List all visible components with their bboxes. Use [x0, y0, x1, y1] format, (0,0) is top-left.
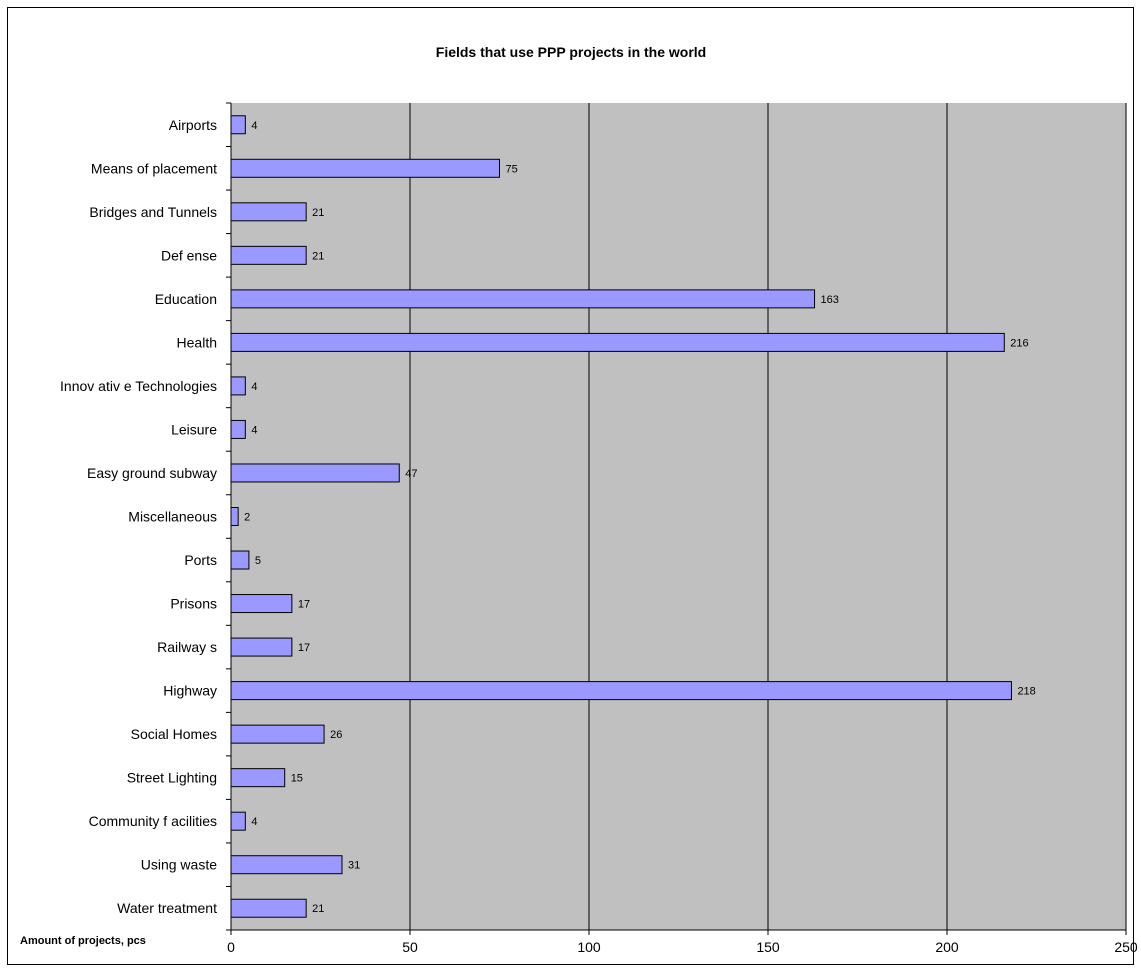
bar	[230, 158, 500, 178]
data-label: 17	[298, 599, 310, 611]
category-label: Easy ground subway	[87, 465, 217, 481]
x-axis-title: Amount of projects, pcs	[20, 935, 146, 947]
bar	[230, 594, 293, 614]
category-label: Miscellaneous	[128, 509, 217, 525]
category-label: Community f acilities	[89, 813, 217, 829]
data-label: 5	[255, 555, 261, 567]
data-label: 26	[330, 729, 342, 741]
bar	[230, 289, 816, 309]
bar	[230, 550, 250, 570]
bar	[230, 637, 293, 657]
category-label: Def ense	[161, 247, 217, 263]
bar	[230, 419, 246, 439]
category-label: Prisons	[170, 596, 217, 612]
data-label: 21	[312, 250, 324, 262]
data-label: 4	[251, 120, 257, 132]
x-tick-label: 200	[935, 939, 959, 955]
data-label: 21	[312, 207, 324, 219]
category-label: Means of placement	[91, 160, 217, 176]
category-label: Innov ativ e Technologies	[60, 378, 217, 394]
bar	[230, 463, 400, 483]
category-label: Leisure	[171, 421, 217, 437]
plot-area: 0 50 100 150 200 250 Airports 4 Means of placeme…	[60, 102, 1138, 955]
bar	[230, 376, 246, 396]
category-label: Bridges and Tunnels	[89, 204, 217, 220]
category-label: Street Lighting	[127, 770, 217, 786]
bar	[230, 811, 246, 831]
x-tick-label: 150	[756, 939, 780, 955]
category-label: Social Homes	[131, 726, 217, 742]
data-label: 17	[298, 642, 310, 654]
bar	[230, 898, 307, 918]
category-label: Railway s	[157, 639, 217, 655]
bar	[230, 507, 239, 526]
bar	[230, 202, 307, 222]
category-label: Highway	[163, 683, 217, 699]
x-tick-label: 0	[227, 939, 235, 955]
data-label: 2	[244, 512, 250, 524]
x-tick-label: 50	[402, 939, 418, 955]
x-tick-label: 100	[577, 939, 601, 955]
data-label: 75	[506, 163, 518, 175]
category-label: Ports	[184, 552, 217, 568]
bar	[230, 681, 1012, 701]
bar	[230, 855, 343, 875]
data-label: 31	[348, 860, 360, 872]
bar	[230, 768, 286, 788]
chart-title: Fields that use PPP projects in the worl…	[436, 44, 706, 60]
data-label: 218	[1017, 686, 1035, 698]
data-label: 4	[251, 381, 257, 393]
category-label: Health	[177, 334, 217, 350]
x-tick-label: 250	[1114, 939, 1138, 955]
bar	[230, 724, 325, 744]
data-label: 21	[312, 903, 324, 915]
category-label: Education	[155, 291, 217, 307]
plot-background	[231, 103, 1126, 930]
bar	[230, 245, 307, 265]
data-label: 4	[251, 424, 257, 436]
data-label: 4	[251, 816, 257, 828]
data-label: 15	[291, 773, 303, 785]
data-label: 163	[821, 294, 839, 306]
data-label: 216	[1010, 337, 1028, 349]
category-label: Using waste	[141, 857, 217, 873]
category-label: Water treatment	[117, 900, 217, 916]
bar	[230, 332, 1005, 352]
category-label: Airports	[169, 117, 217, 133]
data-label: 47	[405, 468, 417, 480]
bar	[230, 115, 246, 135]
